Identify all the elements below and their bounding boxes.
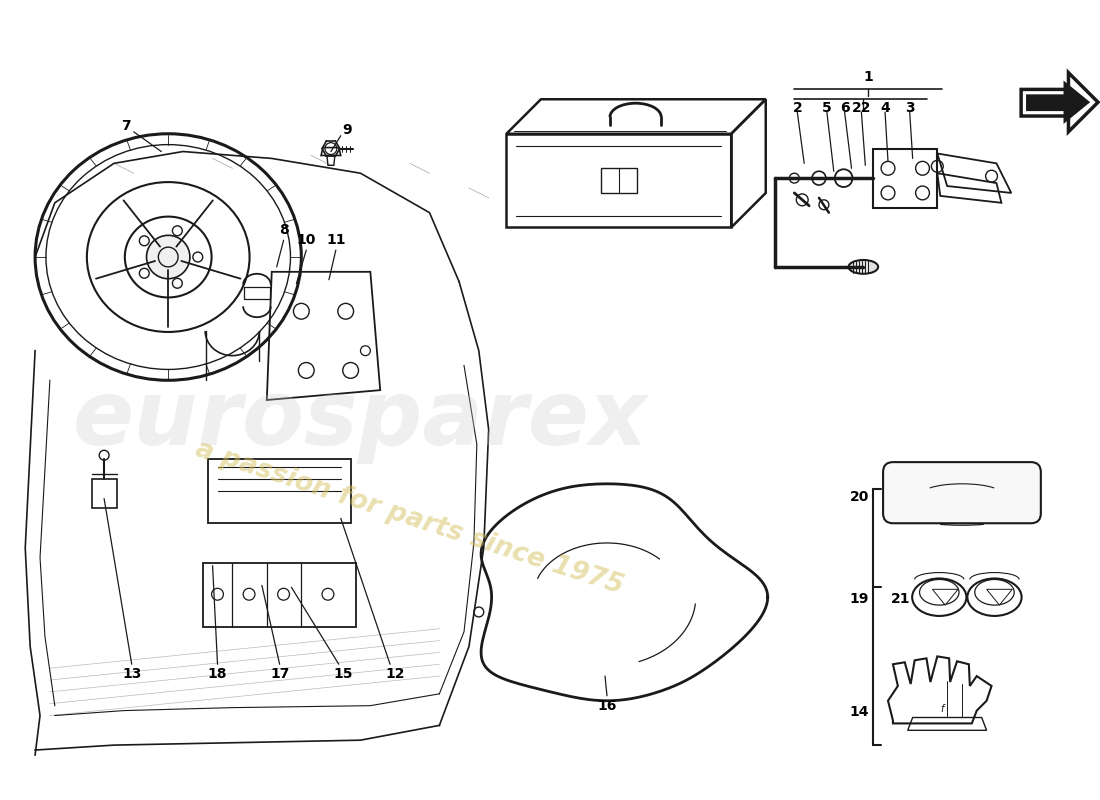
Text: 6: 6 <box>839 101 849 115</box>
Text: 12: 12 <box>385 667 405 681</box>
Text: 2: 2 <box>792 101 802 115</box>
Text: 21: 21 <box>891 592 911 606</box>
Text: 7: 7 <box>121 119 131 133</box>
Text: 19: 19 <box>849 592 869 606</box>
Text: 17: 17 <box>270 667 289 681</box>
Text: 9: 9 <box>342 123 352 137</box>
Polygon shape <box>1021 73 1098 132</box>
Text: 16: 16 <box>597 698 617 713</box>
Text: 4: 4 <box>880 101 890 115</box>
Text: 5: 5 <box>822 101 832 115</box>
Text: 11: 11 <box>326 234 345 247</box>
Circle shape <box>146 235 190 278</box>
FancyBboxPatch shape <box>883 462 1041 523</box>
Text: a passion for parts since 1975: a passion for parts since 1975 <box>192 437 627 600</box>
Text: 22: 22 <box>851 101 871 115</box>
Text: 1: 1 <box>864 70 873 83</box>
Polygon shape <box>1026 81 1090 124</box>
Text: 3: 3 <box>905 101 914 115</box>
Text: f: f <box>940 704 944 714</box>
Text: 13: 13 <box>122 667 142 681</box>
Text: eurosparex: eurosparex <box>73 376 648 464</box>
Text: 8: 8 <box>278 223 288 238</box>
Text: 10: 10 <box>297 234 316 247</box>
Text: 15: 15 <box>333 667 352 681</box>
Ellipse shape <box>848 260 878 274</box>
Text: 14: 14 <box>849 705 869 718</box>
Text: 20: 20 <box>849 490 869 504</box>
Text: 18: 18 <box>208 667 228 681</box>
